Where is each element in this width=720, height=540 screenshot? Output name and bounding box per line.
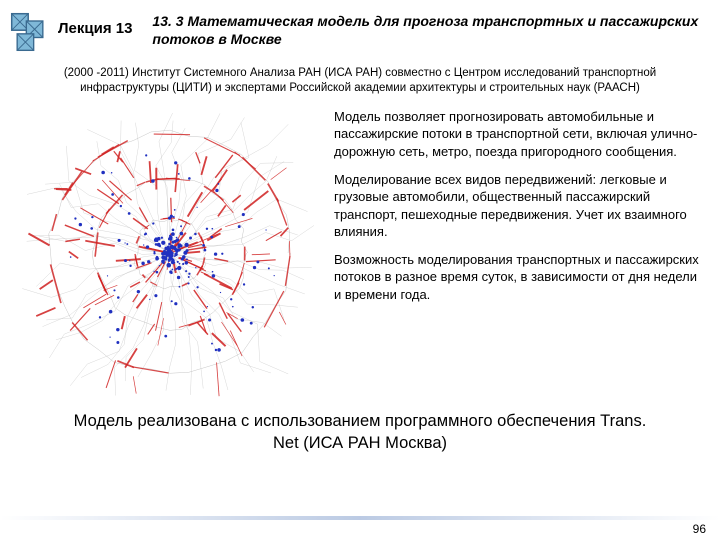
squares-logo-icon — [8, 10, 52, 54]
main-content: Модель позволяет прогнозировать автомоби… — [0, 104, 720, 398]
page-number: 96 — [693, 522, 706, 536]
lecture-label: Лекция 13 — [58, 20, 132, 37]
body-text: Модель позволяет прогнозировать автомоби… — [334, 108, 700, 398]
paragraph-3: Возможность моделирования транспортных и… — [334, 251, 700, 304]
paragraph-2: Моделирование всех видов передвижений: л… — [334, 171, 700, 241]
footer-text: Модель реализована с использованием прог… — [0, 398, 720, 455]
bottom-gradient-bar — [0, 516, 720, 520]
header: Лекция 13 13. 3 Математическая модель дл… — [0, 0, 720, 60]
subheader-text: (2000 -2011) Институт Системного Анализа… — [0, 60, 720, 104]
slide-title: 13. 3 Математическая модель для прогноза… — [152, 8, 710, 48]
paragraph-1: Модель позволяет прогнозировать автомоби… — [334, 108, 700, 161]
transport-network-diagram — [20, 108, 320, 398]
